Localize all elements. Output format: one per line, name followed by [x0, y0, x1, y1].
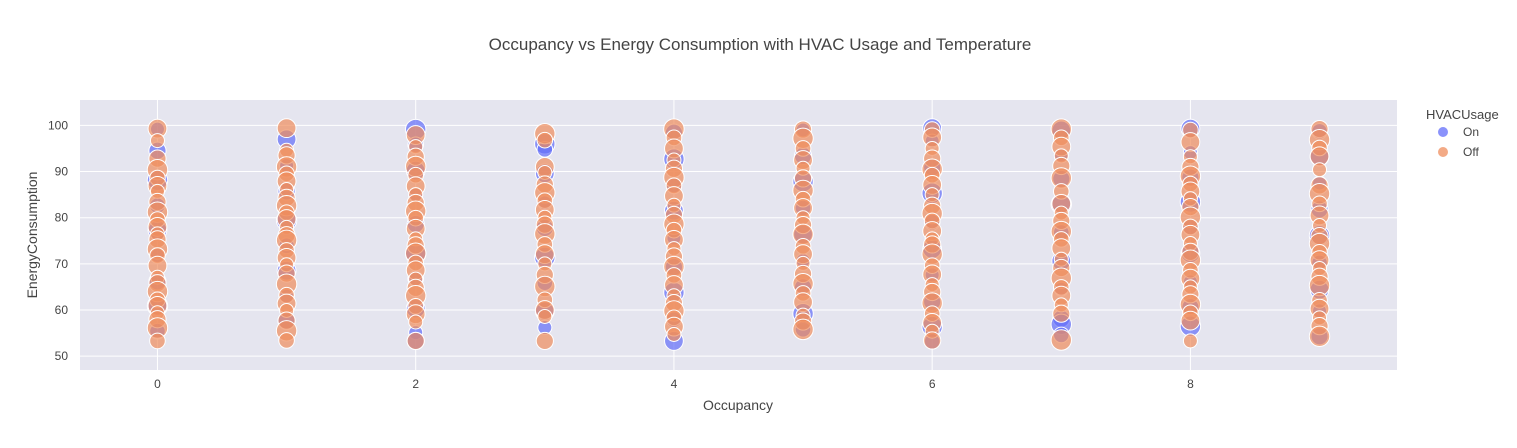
y-tick-label: 70	[55, 257, 69, 271]
scatter-point[interactable]	[1312, 162, 1328, 178]
scatter-point[interactable]	[666, 326, 682, 342]
series-off	[146, 118, 1331, 351]
y-tick-label: 50	[55, 349, 69, 363]
scatter-point[interactable]	[149, 133, 165, 149]
scatter-point[interactable]	[278, 332, 295, 349]
x-tick-label: 2	[412, 377, 419, 391]
scatter-point[interactable]	[1308, 325, 1331, 348]
y-tick-label: 90	[55, 165, 69, 179]
scatter-point[interactable]	[792, 318, 814, 341]
scatter-point[interactable]	[406, 331, 425, 351]
legend-item-off[interactable]: Off	[1437, 145, 1480, 159]
scatter-point[interactable]	[408, 314, 424, 330]
y-tick-label: 100	[48, 118, 68, 132]
legend-label: On	[1463, 125, 1479, 139]
scatter-point[interactable]	[1182, 333, 1198, 349]
scatter-point[interactable]	[1050, 329, 1072, 351]
legend-label: Off	[1463, 145, 1479, 159]
legend-title: HVACUsage	[1426, 107, 1499, 122]
scatter-point[interactable]	[149, 332, 166, 350]
scatter-points	[146, 118, 1331, 351]
legend-marker	[1437, 146, 1449, 158]
scatter-point[interactable]	[1052, 304, 1071, 323]
x-tick-label: 0	[154, 377, 161, 391]
plot-area	[80, 100, 1397, 370]
legend[interactable]: HVACUsage On Off	[1426, 107, 1499, 159]
axis-ticks: 0 2 4 6 8 50 60 70 80 90 100	[48, 118, 1194, 391]
legend-marker	[1437, 126, 1449, 138]
y-axis-title: EnergyConsumption	[24, 172, 40, 299]
scatter-point[interactable]	[535, 331, 554, 351]
y-tick-label: 60	[55, 303, 69, 317]
scatter-point[interactable]	[536, 131, 554, 149]
y-tick-label: 80	[55, 211, 69, 225]
scatter-point[interactable]	[1180, 310, 1201, 331]
x-tick-label: 6	[929, 377, 936, 391]
x-axis-title: Occupancy	[703, 397, 773, 413]
scatter-point[interactable]	[923, 331, 942, 350]
x-tick-label: 8	[1187, 377, 1194, 391]
chart-title: Occupancy vs Energy Consumption with HVA…	[489, 35, 1032, 54]
scatter-point[interactable]	[537, 308, 553, 324]
x-tick-label: 4	[671, 377, 678, 391]
scatter-point[interactable]	[276, 118, 297, 139]
legend-item-on[interactable]: On	[1437, 125, 1480, 139]
scatter-point[interactable]	[1180, 132, 1201, 152]
